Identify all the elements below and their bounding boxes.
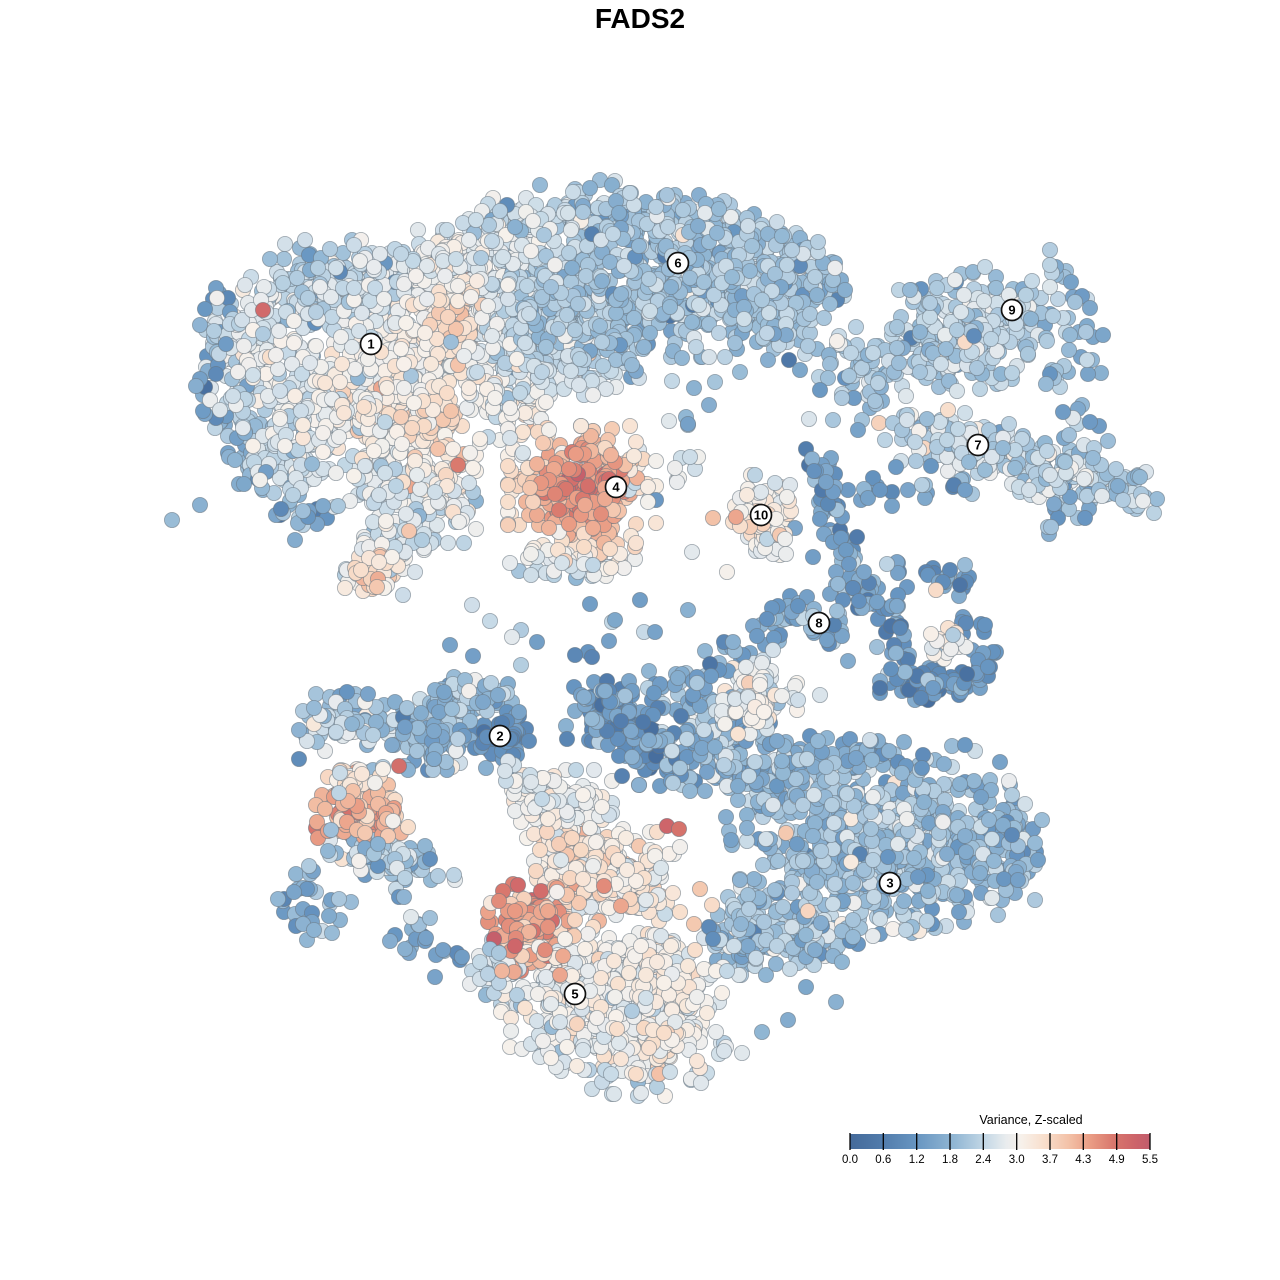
svg-text:FADS2: FADS2 (595, 3, 685, 34)
